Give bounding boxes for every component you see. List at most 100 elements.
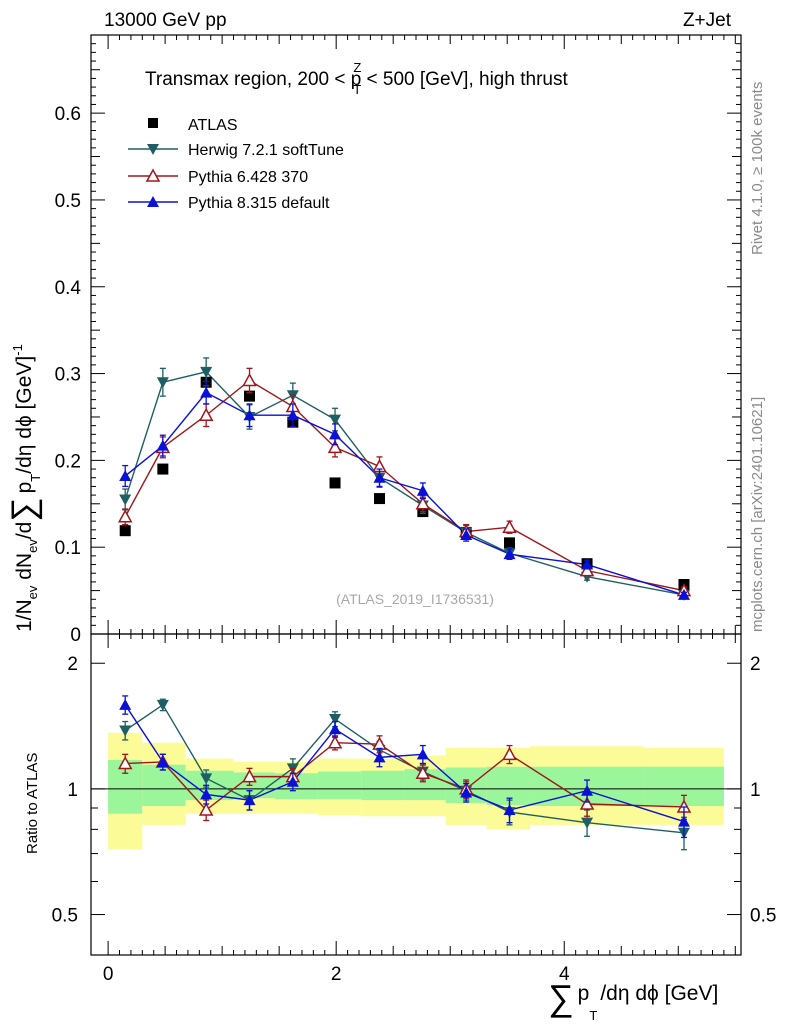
main-point-series-3	[243, 409, 256, 421]
ratio-band-green	[142, 764, 186, 806]
main-point-series-0	[119, 525, 131, 537]
ratio-line-series-1	[124, 703, 685, 834]
y-tick-label: 0.3	[55, 365, 81, 386]
ylabel-a-sub: ev	[25, 585, 40, 599]
ylabel-d-sub: T	[28, 474, 43, 482]
main-point-series-2	[117, 509, 133, 523]
x-tick-label: 4	[559, 964, 570, 985]
ylabel-e: /dη dϕ [GeV]	[13, 356, 36, 474]
ratio-point-series-2	[579, 796, 595, 810]
ratio-point-series-2	[198, 802, 214, 816]
y-tick-label: 0.1	[55, 538, 81, 559]
mcplots-label: mcplots.cern.ch [arXiv:2401.10621]	[749, 397, 766, 632]
ratio-point-series-3	[373, 751, 386, 763]
ratio-band-green	[317, 771, 362, 800]
x-tick-label: 2	[331, 964, 342, 985]
main-point-series-3	[119, 470, 132, 482]
main-point-series-3	[329, 428, 342, 440]
main-point-series-1	[329, 414, 342, 426]
ratio-plot: 0 2 4 0.5 0.5 1 1 2 2	[52, 633, 776, 985]
ratio-point-series-2	[502, 746, 517, 761]
y-tick-label: 0.2	[55, 451, 81, 472]
xlabel-sigma: ∑	[548, 977, 574, 1018]
ratio-y-tick-label-right: 1	[750, 780, 761, 801]
ratio-point-series-1	[329, 714, 342, 726]
xlabel-p: p	[578, 982, 590, 1005]
plot-title-prefix: Transmax region, 200 < p	[145, 69, 361, 90]
ratio-point-series-2	[327, 735, 343, 749]
main-point-series-2	[327, 439, 343, 454]
ratio-y-tick-label: 1	[67, 780, 78, 801]
ratio-y-tick-label: 2	[67, 654, 78, 675]
main-point-series-1	[156, 377, 169, 389]
ratio-y-tick-label: 0.5	[52, 906, 78, 927]
ylabel-d: p	[13, 482, 36, 494]
ratio-point-series-3	[156, 755, 169, 767]
main-point-series-3	[416, 484, 429, 496]
ratio-point-series-3	[329, 723, 342, 735]
y-tick-label: 0.4	[55, 278, 82, 299]
legend-label-pythia8: Pythia 8.315 default	[188, 195, 330, 212]
main-point-series-3	[460, 529, 473, 541]
main-point-series-1	[119, 494, 132, 506]
legend-marker-pythia8	[147, 196, 159, 207]
legend-marker-herwig	[147, 144, 159, 155]
main-point-series-2	[579, 563, 595, 577]
main-point-series-3	[286, 409, 299, 421]
ratio-band-green	[361, 770, 405, 801]
ratio-point-series-1	[200, 773, 213, 785]
legend: ATLAS Herwig 7.2.1 softTune Pythia 6.428…	[128, 117, 344, 212]
plot-title: Transmax region, 200 < pZ T < 500 [GeV], …	[145, 60, 568, 97]
ratio-point-series-3	[416, 748, 429, 760]
ratio-point-series-3	[581, 784, 594, 796]
main-point-series-0	[157, 463, 169, 475]
ratio-point-series-1	[119, 725, 132, 737]
main-point-series-2	[242, 372, 257, 387]
main-point-series-0	[244, 390, 256, 402]
legend-label-pythia6: Pythia 6.428 370	[188, 169, 308, 186]
ratio-point-series-2	[242, 769, 257, 783]
legend-marker-atlas	[148, 118, 158, 128]
plot-title-suffix: < 500 [GeV], high thrust	[361, 69, 568, 90]
x-axis-label: ∑ pT/dη dϕ [GeV]	[548, 977, 718, 1023]
xlabel-sub: T	[589, 1008, 597, 1023]
ratio-point-series-2	[117, 755, 133, 770]
main-line-series-3	[124, 391, 685, 596]
ylabel-b: dN	[13, 553, 36, 586]
ylabel-e-sup: -1	[10, 344, 25, 356]
process-label: Z+Jet	[683, 10, 732, 31]
energy-label: 13000 GeV pp	[104, 10, 227, 31]
main-line-series-1	[124, 371, 685, 596]
main-point-series-0	[374, 493, 386, 505]
main-point-series-3	[200, 386, 213, 398]
xlabel-rest: /dη dϕ [GeV]	[600, 982, 718, 1005]
legend-marker-pythia6	[145, 168, 161, 182]
ratio-band-green	[486, 766, 531, 805]
analysis-watermark: (ATLAS_2019_I1736531)	[336, 591, 494, 607]
x-tick-label: 0	[103, 964, 114, 985]
legend-label-atlas: ATLAS	[188, 117, 238, 134]
main-point-series-2	[502, 519, 517, 533]
ylabel-b-sub: ev	[25, 539, 40, 553]
ratio-y-tick-label-right: 2	[750, 654, 761, 675]
ratio-point-series-3	[677, 815, 690, 827]
ratio-point-series-2	[415, 765, 431, 780]
main-point-series-0	[329, 477, 341, 489]
legend-label-herwig: Herwig 7.2.1 softTune	[188, 142, 344, 159]
ratio-point-series-1	[156, 699, 169, 711]
main-point-series-2	[415, 496, 431, 510]
ratio-point-series-3	[243, 794, 256, 806]
main-y-axis-label: 1/Nev dNev/d∑pT/dη dϕ [GeV]-1	[5, 344, 43, 632]
ratio-point-series-3	[460, 786, 473, 798]
y-tick-label: 0.5	[55, 191, 81, 212]
main-point-series-3	[503, 548, 516, 560]
main-point-series-2	[198, 407, 214, 421]
y-tick-label: 0.6	[55, 104, 81, 125]
ratio-point-series-3	[200, 788, 213, 800]
plot-title-sub: T	[353, 82, 361, 97]
ratio-y-tick-label-right: 0.5	[750, 906, 776, 927]
main-point-series-0	[504, 537, 516, 549]
plot-title-sup: Z	[353, 60, 361, 75]
main-point-series-3	[677, 588, 690, 600]
